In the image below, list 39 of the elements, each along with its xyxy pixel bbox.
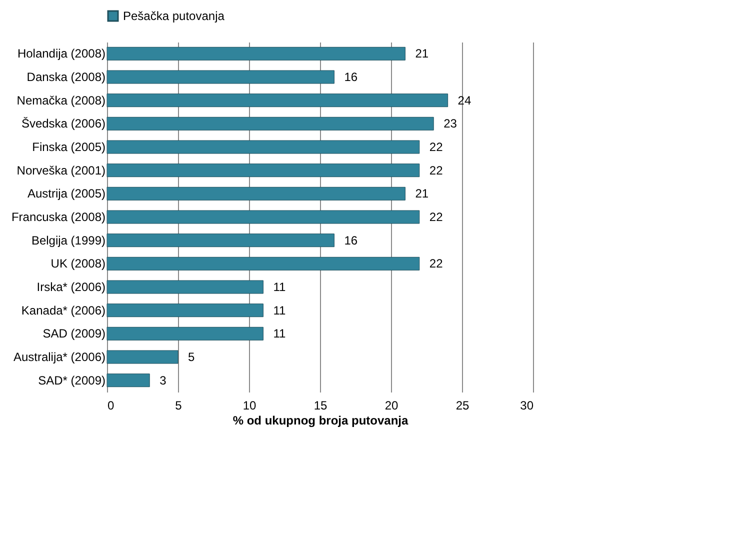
y-tick-label: Nemačka (2008) [16,93,106,108]
y-tick-label: Danska (2008) [26,70,106,84]
y-tick-label: Australija* (2006) [13,350,106,364]
data-label: 16 [344,70,358,84]
y-tick-label: Francuska (2008) [11,210,106,224]
data-label: 22 [429,140,444,154]
data-label: 22 [429,163,444,178]
data-label: 11 [273,303,286,318]
data-label: 11 [273,326,286,341]
x-tick-label: 25 [456,398,470,412]
y-tick-label: Austrija (2005) [27,186,106,201]
data-label: 23 [444,116,458,131]
y-tick-label: Norveška (2001) [16,163,106,178]
data-label: 11 [273,280,286,294]
x-axis-title: % od ukupnog broja putovanja [232,414,408,428]
x-tick-label: 30 [520,398,534,412]
data-label: 3 [160,373,167,388]
y-tick-label: SAD* (2009) [38,373,106,388]
y-tick-label: UK (2008) [50,256,106,271]
y-tick-label: Belgija (1999) [31,233,106,248]
y-tick-label: Švedska (2006) [21,116,106,131]
data-label: 5 [188,350,195,364]
data-label: 21 [415,186,429,201]
y-tick-label: Irska* (2006) [36,280,106,294]
legend-label: Pešačka putovanja [123,9,225,23]
data-label: 16 [344,233,358,248]
x-tick-label: 20 [384,398,398,412]
y-tick-label: Holandija (2008) [17,46,106,61]
y-tick-label: Finska (2005) [32,140,106,154]
x-tick-label: 5 [175,398,182,412]
data-label: 21 [415,46,429,61]
data-label: 22 [429,210,444,224]
y-tick-label: SAD (2009) [42,326,106,341]
x-tick-label: 15 [314,398,328,412]
y-tick-label: Kanada* (2006) [21,303,106,318]
x-tick-label: 10 [242,398,256,412]
data-label: 22 [429,256,444,271]
data-label: 24 [458,93,472,108]
x-tick-label: 0 [108,398,114,412]
